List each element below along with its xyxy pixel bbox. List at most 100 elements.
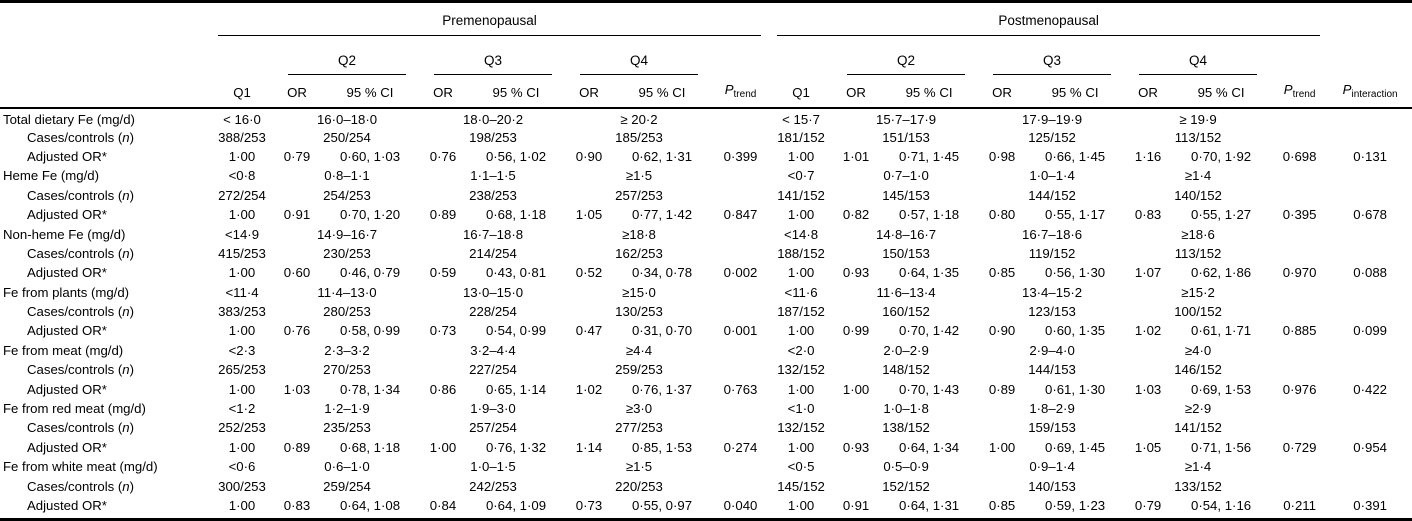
q3-or: 1·00: [988, 439, 1016, 455]
p-trend-value: 0·040: [723, 498, 758, 513]
q3-cases: 238/253: [469, 187, 517, 203]
q3-range: 16·7–18·6: [1022, 226, 1083, 242]
adjusted-or-label: Adjusted OR*: [27, 381, 107, 397]
post-q4-or-header: OR: [1125, 75, 1172, 109]
q4-ci: 0·77, 1·42: [631, 207, 693, 223]
iron-intake-or-table: Premenopausal Postmenopausal Q2 Q3 Q4 Q2…: [0, 3, 1412, 515]
p-interaction-value: 0·099: [1353, 323, 1387, 339]
p-interaction-cell: [1328, 166, 1412, 185]
q3-range: 1·0–1·4: [1029, 168, 1075, 184]
q3-or: 0·86: [429, 381, 457, 397]
q4-ci: 0·55, 0·97: [631, 498, 693, 513]
q2-ci: 0·60, 1·03: [339, 148, 401, 164]
q1-range: <11·6: [784, 284, 818, 300]
p-trend-cell: [712, 244, 769, 263]
q2-cases: 250/254: [323, 129, 371, 145]
variable-row: Non-heme Fe (mg/d) <14·9 14·9–16·7 16·7–18·…: [0, 224, 1412, 243]
q1-or: 1·00: [228, 439, 256, 455]
q2-range: 14·8–16·7: [876, 226, 937, 242]
q4-range: ≥4·0: [1184, 342, 1212, 358]
q1-range: <2·3: [228, 342, 256, 358]
q3-ci: 0·56, 1·02: [485, 148, 547, 164]
pre-q1-header: Q1: [210, 75, 274, 109]
q2-or: 0·83: [283, 498, 311, 513]
q1-cases: 252/253: [218, 420, 266, 436]
q4-ci: 0·69, 1·53: [1191, 381, 1252, 397]
p-trend-cell: [712, 457, 769, 476]
variable-label: Heme Fe (mg/d): [3, 168, 99, 184]
q1-or: 1·00: [787, 323, 815, 339]
p-trend-cell: [1271, 186, 1328, 205]
p-interaction-cell: [1328, 418, 1412, 437]
variable-label: Fe from plants (mg/d): [3, 284, 130, 300]
q4-or: 1·14: [575, 439, 603, 455]
q4-cases: 185/253: [615, 129, 663, 145]
p-trend-cell: [1271, 108, 1328, 127]
p-trend-value: 0·729: [1282, 439, 1317, 455]
q3-range: 16·7–18·8: [462, 226, 524, 242]
q1-or: 1·00: [228, 498, 256, 513]
premenopausal-label: Premenopausal: [218, 13, 762, 36]
q3-ci: 0·61, 1·30: [1045, 381, 1106, 397]
q4-ci: 0·62, 1·86: [1191, 265, 1252, 281]
pre-q3-ci-header: 95 % CI: [466, 75, 566, 109]
q1-or: 1·00: [228, 381, 256, 397]
q4-or: 0·90: [575, 148, 603, 164]
p-trend-cell: [712, 360, 769, 379]
q3-or: 0·89: [988, 381, 1016, 397]
post-q3-ci-header: 95 % CI: [1025, 75, 1126, 109]
q4-range: ≥2·9: [1184, 401, 1212, 417]
p-trend-cell: [712, 283, 769, 302]
p-trend-value: 0·001: [723, 323, 758, 339]
q2-or: 0·91: [842, 498, 870, 513]
q1-cases: 187/152: [777, 304, 825, 320]
q4-cases: 113/152: [1174, 245, 1222, 261]
q4-cases: 141/152: [1174, 420, 1222, 436]
q4-range: ≥1·5: [625, 459, 653, 475]
q2-cases: 254/253: [323, 187, 371, 203]
q2-range: 16·0–18·0: [316, 112, 378, 128]
q1-or: 1·00: [787, 265, 815, 281]
post-q3-header: Q3: [979, 36, 1125, 75]
q1-cases: 388/253: [218, 129, 266, 145]
variable-row: Total dietary Fe (mg/d) < 16·0 16·0–18·0 18…: [0, 108, 1412, 127]
p-trend-cell: [712, 186, 769, 205]
q2-or: 0·82: [842, 207, 870, 223]
cases-controls-row: Cases/controls (n) 300/253 259/254 242/253 2…: [0, 476, 1412, 495]
column-header-row: Q1 OR 95 % CI OR 95 % CI OR 95 % CI Ptre…: [0, 75, 1412, 109]
q3-ci: 0·59, 1·23: [1045, 498, 1106, 513]
post-q4-header: Q4: [1125, 36, 1271, 75]
q4-range: ≥3·0: [625, 401, 653, 417]
q2-or: 1·03: [283, 381, 311, 397]
p-interaction-cell: [1328, 476, 1412, 495]
q2-cases: 160/152: [882, 304, 930, 320]
q4-ci: 0·34, 0·78: [631, 265, 693, 281]
q1-cases: 272/254: [218, 187, 266, 203]
q1-or: 1·00: [787, 207, 815, 223]
cases-controls-row: Cases/controls (n) 383/253 280/253 228/254 1…: [0, 302, 1412, 321]
q1-or: 1·00: [228, 148, 256, 164]
p-trend-value: 0·970: [1282, 265, 1317, 281]
cases-controls-row: Cases/controls (n) 388/253 250/254 198/253 1…: [0, 127, 1412, 146]
q3-range: 1·8–2·9: [1029, 401, 1075, 417]
q3-or: 0·85: [988, 498, 1016, 513]
q3-or: 0·90: [988, 323, 1016, 339]
p-interaction-cell: [1328, 399, 1412, 418]
p-trend-value: 0·395: [1282, 207, 1317, 223]
variable-row: Fe from white meat (mg/d) <0·6 0·6–1·0 1·0–…: [0, 457, 1412, 476]
q2-cases: 138/152: [882, 420, 930, 436]
p-interaction-cell: [1328, 360, 1412, 379]
p-interaction-value: 0·678: [1353, 207, 1387, 223]
q2-range: 0·7–1·0: [883, 168, 929, 184]
spacer-cell: [1271, 36, 1328, 75]
q4-ci: 0·76, 1·37: [631, 381, 693, 397]
adjusted-or-label: Adjusted OR*: [27, 323, 107, 339]
q1-range: <0·6: [228, 459, 256, 475]
q3-cases: 227/254: [469, 362, 517, 378]
q2-range: 14·9–16·7: [316, 226, 378, 242]
p-trend-cell: [1271, 127, 1328, 146]
cases-controls-label: Cases/controls (n): [27, 478, 135, 494]
p-trend-value: 0·885: [1282, 323, 1317, 339]
p-interaction-cell: [1328, 283, 1412, 302]
q4-cases: 100/152: [1174, 304, 1222, 320]
